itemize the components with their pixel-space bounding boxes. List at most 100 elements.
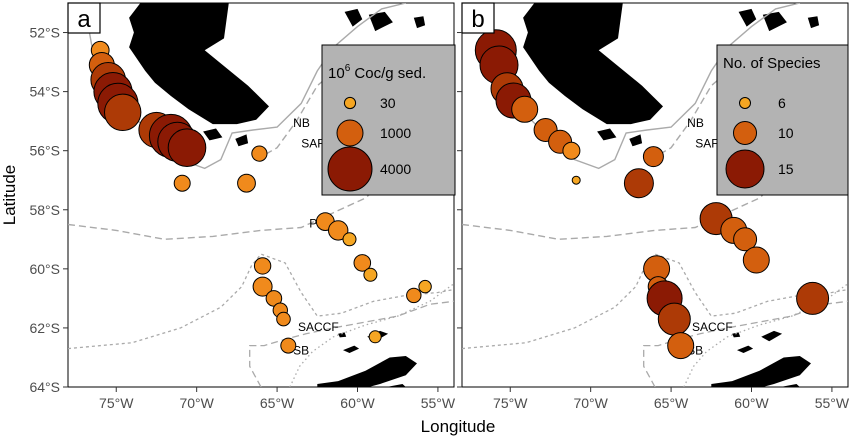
landmass-a-6 <box>317 356 417 387</box>
panel-b-tag: b <box>471 6 484 33</box>
sample-point-b-7 <box>562 141 581 160</box>
front-label-a-nb: NB <box>293 116 310 130</box>
legend-key-a-1 <box>336 119 364 147</box>
x-axis-panel-b: 75°W 70°W 65°W 60°W 55°W <box>493 387 850 411</box>
sample-point-b-19 <box>667 332 695 360</box>
panel-a-markers <box>88 40 432 354</box>
sample-point-b-10 <box>642 146 664 168</box>
sample-point-a-5 <box>104 93 142 132</box>
landmass-a-2 <box>235 134 249 147</box>
legend-label-a-2: 4000 <box>380 161 411 177</box>
sample-point-a-17 <box>363 267 378 282</box>
panel-a-tag-box <box>67 2 101 34</box>
panel-b-land <box>523 3 820 387</box>
x-tick-label-b-2: 65°W <box>654 395 689 411</box>
front-label-b-saccf: SACCF <box>692 320 733 334</box>
landmass-b-2 <box>629 134 643 147</box>
sample-point-a-23 <box>280 337 297 354</box>
panel-a-tag: a <box>77 6 91 33</box>
landmass-b-9 <box>732 332 741 338</box>
sample-point-b-20 <box>796 281 830 315</box>
legend-key-b-1 <box>733 121 757 145</box>
panel-b-legend-title: No. of Species <box>723 55 821 72</box>
sample-point-b-13 <box>733 227 758 252</box>
panel-b-markers <box>474 29 830 360</box>
landmass-a-9 <box>338 332 347 338</box>
sample-point-a-10 <box>173 174 191 192</box>
landmass-b-6 <box>711 356 811 387</box>
sample-point-b-14 <box>742 246 770 274</box>
panel-a-legend-title: 106 Coc/g sed. <box>328 63 426 82</box>
landmass-a-4 <box>368 11 393 32</box>
sample-point-a-12 <box>251 145 268 162</box>
y-tick-label-6: 64°S <box>29 379 60 395</box>
y-tick-label-4: 60°S <box>29 261 60 277</box>
front-label-b-nb: NB <box>687 116 704 130</box>
y-tick-label-1: 54°S <box>29 84 60 100</box>
sample-point-a-19 <box>252 276 273 297</box>
x-tick-label-b-4: 55°W <box>815 395 850 411</box>
x-tick-label-a-4: 55°W <box>421 395 456 411</box>
panel-b-legend: No. of Species 6 10 15 <box>716 44 849 196</box>
sample-point-a-24 <box>368 330 382 344</box>
landmass-a-10 <box>386 384 406 387</box>
legend-label-b-0: 6 <box>778 95 786 111</box>
legend-key-a-2 <box>327 146 373 192</box>
panel-a: NBSAFPFSACCFSB 106 Coc/g sed. 3010004000… <box>67 2 456 388</box>
front-label-a-sb: SB <box>293 344 309 358</box>
landmass-a-5 <box>413 16 426 29</box>
landmass-b-3 <box>738 8 757 27</box>
landmass-a-3 <box>344 8 363 27</box>
landmass-a-8 <box>343 345 360 353</box>
front-line-a-2 <box>68 129 454 241</box>
x-tick-label-a-0: 75°W <box>99 395 134 411</box>
y-tick-label-5: 62°S <box>29 320 60 336</box>
front-label-a-saf: SAF <box>301 137 324 151</box>
legend-key-b-0 <box>739 97 751 109</box>
sample-point-a-9 <box>167 128 207 167</box>
landmass-b-10 <box>780 384 800 387</box>
sample-point-a-25 <box>406 287 422 304</box>
landmass-b-0 <box>523 3 663 125</box>
x-tick-label-b-3: 60°W <box>734 395 769 411</box>
panel-a-legend: 106 Coc/g sed. 30 1000 4000 <box>321 44 456 196</box>
x-tick-label-a-3: 60°W <box>340 395 375 411</box>
sample-point-b-18 <box>657 302 691 336</box>
landmass-b-4 <box>762 11 787 32</box>
x-tick-label-a-2: 65°W <box>260 395 295 411</box>
landmass-b-1 <box>597 128 617 141</box>
y-axis-title: Latitude <box>0 165 19 226</box>
sample-point-a-26 <box>418 279 432 294</box>
sample-point-a-18 <box>253 257 272 275</box>
landmass-b-7 <box>761 330 783 342</box>
front-line-a-3 <box>68 253 454 350</box>
y-axis: 52°S 54°S 56°S 58°S 60°S 62°S 64°S <box>29 25 462 395</box>
sample-point-b-8 <box>571 175 581 185</box>
sample-point-a-16 <box>353 254 372 272</box>
front-line-b-2 <box>462 129 848 241</box>
sample-point-a-22 <box>276 311 291 327</box>
front-line-a-4 <box>249 300 454 387</box>
sample-point-b-9 <box>623 168 654 199</box>
front-line-b-3 <box>462 253 848 350</box>
x-tick-label-b-0: 75°W <box>493 395 528 411</box>
legend-key-a-0 <box>343 96 357 110</box>
y-tick-label-2: 56°S <box>29 143 60 159</box>
y-tick-label-0: 52°S <box>29 25 60 41</box>
legend-key-b-2 <box>725 149 765 189</box>
legend-label-b-1: 10 <box>778 125 794 141</box>
landmass-a-1 <box>203 128 223 141</box>
x-axis-panel-a: 75°W 70°W 65°W 60°W 55°W <box>99 387 456 411</box>
landmass-b-5 <box>807 16 820 29</box>
sample-point-a-14 <box>328 220 349 241</box>
front-line-b-4 <box>643 300 848 387</box>
sample-point-b-4 <box>511 95 539 123</box>
panel-b-tag-box <box>461 2 495 34</box>
x-tick-label-a-1: 70°W <box>179 395 214 411</box>
landmass-b-8 <box>737 345 754 353</box>
legend-label-a-1: 1000 <box>380 125 411 141</box>
legend-label-b-2: 15 <box>778 161 794 177</box>
x-tick-label-b-1: 70°W <box>573 395 608 411</box>
